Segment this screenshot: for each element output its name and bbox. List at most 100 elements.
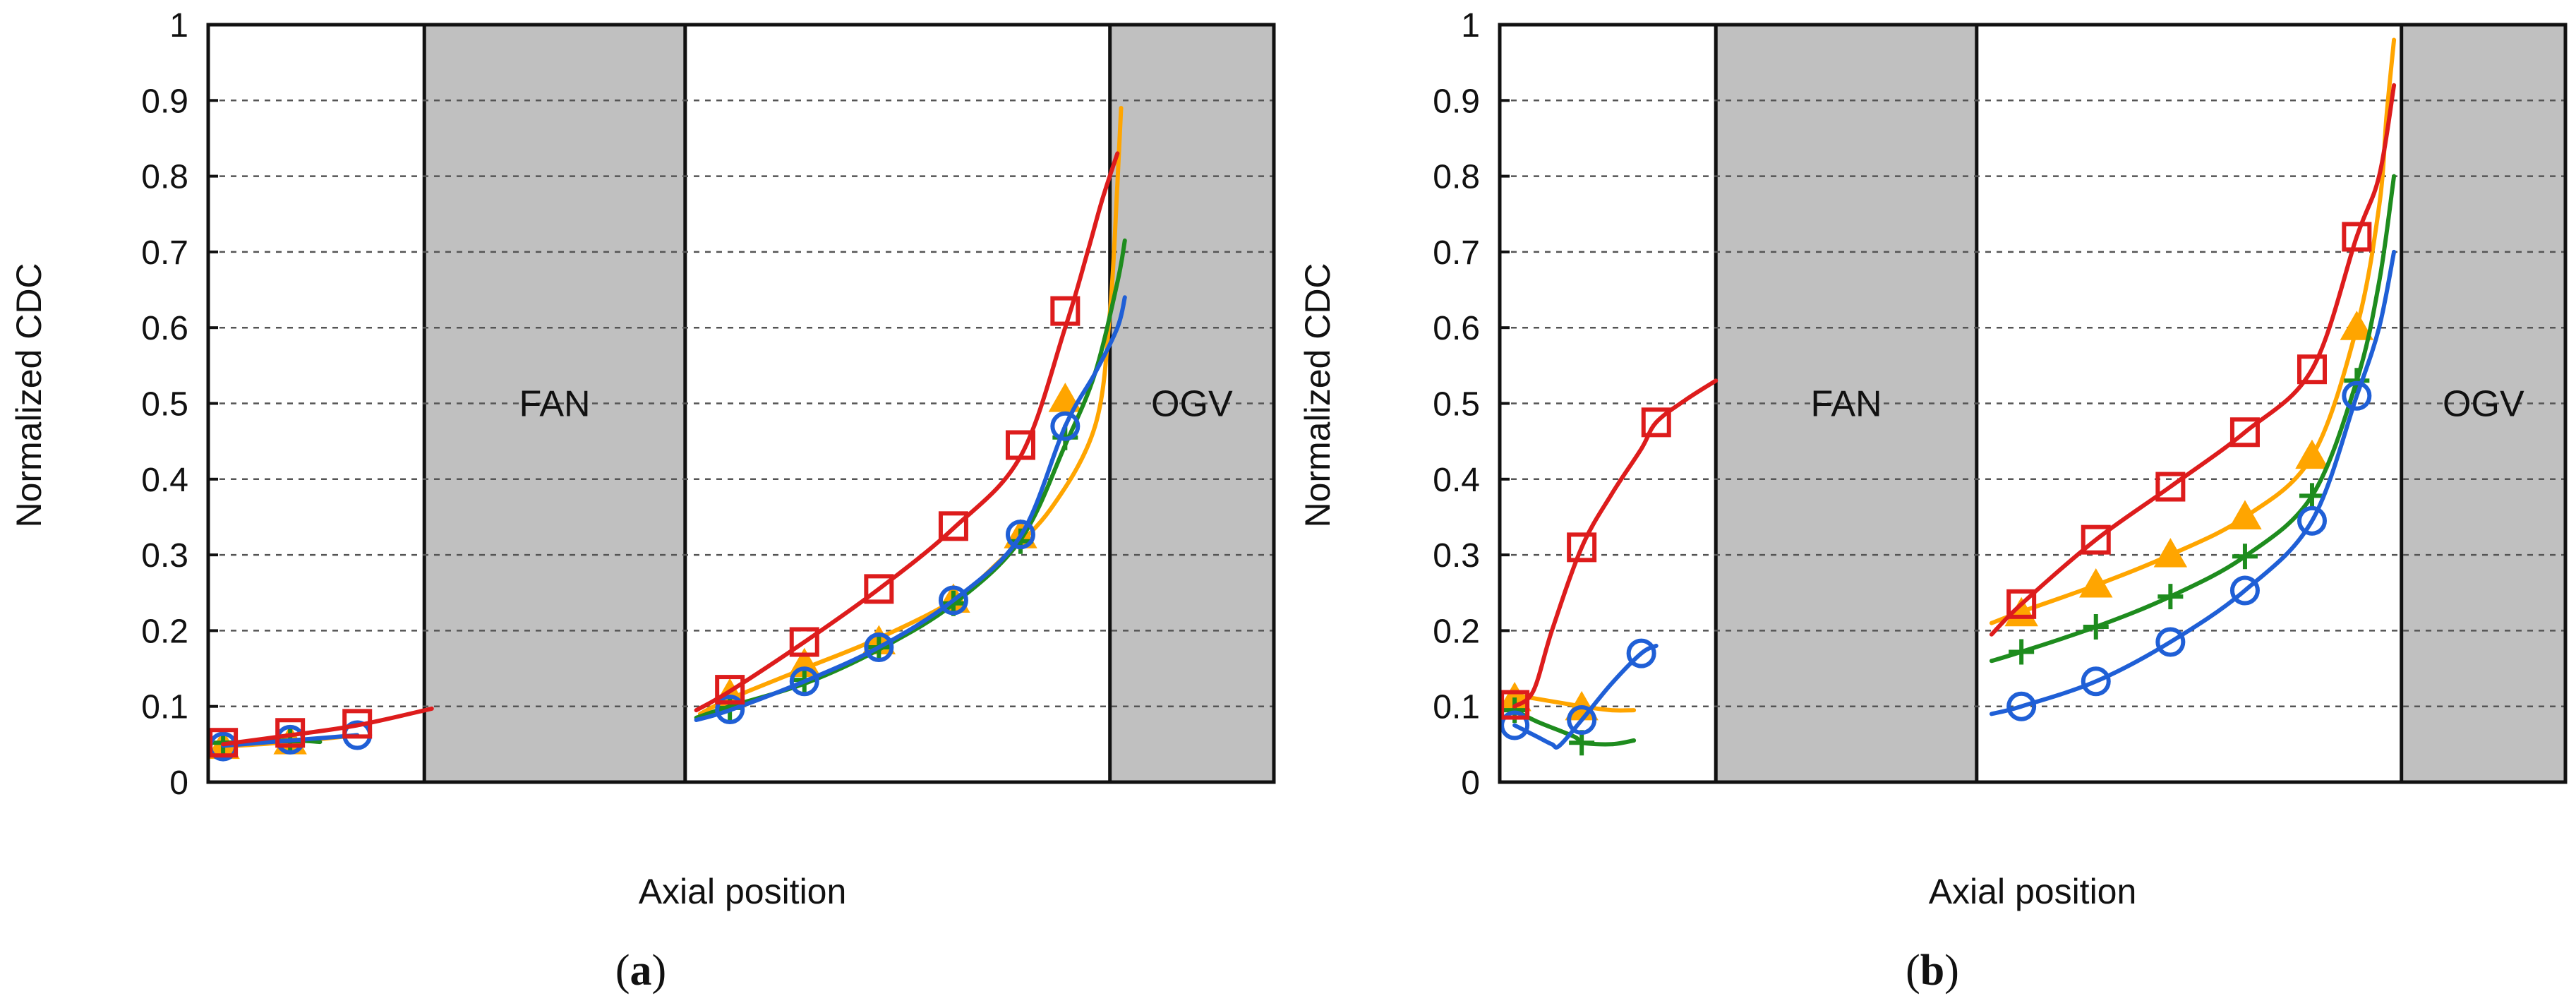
data-series — [1498, 37, 2397, 756]
data-point-circle — [1005, 520, 1035, 550]
data-point-circle — [2155, 627, 2186, 657]
series-green-plus — [1502, 174, 2397, 756]
data-point-square — [1567, 532, 1597, 563]
region-label-ogv: OGV — [1151, 384, 1233, 425]
data-point-square — [1005, 430, 1035, 460]
x-axis-label: Axial position — [1929, 872, 2137, 911]
data-point-circle — [2342, 380, 2372, 411]
data-point-circle — [789, 666, 819, 697]
data-point-square — [864, 574, 894, 604]
data-point-square — [208, 728, 239, 758]
series-line-red-square — [1512, 378, 1719, 709]
y-axis-label: Normalized CDC — [1298, 263, 1337, 527]
x-axis-label: Axial position — [639, 872, 847, 911]
y-tick-label: 0.1 — [1433, 689, 1480, 726]
series-line-blue-circle — [221, 733, 360, 748]
data-point-square — [2297, 354, 2327, 385]
data-point-circle — [1050, 411, 1081, 441]
plot-frame — [206, 23, 1276, 784]
data-point-plus — [2009, 639, 2035, 665]
data-point-square — [2081, 524, 2111, 555]
data-point-square — [938, 511, 968, 541]
data-point-square — [275, 718, 306, 748]
data-point-circle — [1626, 638, 1656, 668]
data-series — [206, 106, 1127, 762]
data-point-triangle — [2295, 439, 2329, 469]
data-point-triangle — [1048, 383, 1083, 412]
series-line-green-plus — [1512, 708, 1637, 747]
data-point-circle — [715, 694, 745, 724]
y-tick-labels: 0 0.1 0.2 0.3 0.4 0.5 0.6 0.7 0.8 0.9 1 — [1433, 7, 1480, 802]
series-line-blue-circle — [1512, 643, 1659, 750]
series-line-red-square — [694, 151, 1120, 713]
data-point-circle — [2081, 666, 2111, 697]
series-line-red-square — [221, 706, 434, 747]
data-point-circle — [1567, 705, 1597, 736]
region-label-ogv: OGV — [2443, 384, 2524, 425]
y-tick-label: 0.3 — [141, 537, 188, 575]
y-tick-label: 0.2 — [141, 613, 188, 650]
y-tick-label: 0.6 — [1433, 310, 1480, 347]
y-tick-label: 0 — [1461, 764, 1480, 802]
caption-letter: b — [1920, 947, 1944, 995]
data-point-circle — [2006, 691, 2037, 721]
y-axis-label: Normalized CDC — [9, 263, 49, 527]
data-point-circle — [2297, 505, 2327, 536]
panel-a: 0 0.1 0.2 0.3 0.4 0.5 0.6 0.7 0.8 0.9 1 FAN OGV No… — [9, 7, 1276, 995]
series-line-blue-circle — [1989, 249, 2397, 716]
y-tick-labels: 0 0.1 0.2 0.3 0.4 0.5 0.6 0.7 0.8 0.9 1 — [141, 7, 188, 802]
region-label-fan: FAN — [519, 384, 590, 425]
plot-frame — [1498, 23, 2568, 784]
series-blue-circle — [1500, 249, 2397, 750]
data-point-circle — [1500, 710, 1530, 740]
data-point-plus — [2299, 483, 2325, 509]
y-tick-label: 0.4 — [1433, 462, 1480, 499]
series-red-square — [208, 151, 1120, 758]
caption-letter: a — [630, 947, 652, 995]
y-tick-label: 0.8 — [1433, 159, 1480, 196]
data-point-square — [2006, 589, 2037, 619]
data-point-square — [2342, 222, 2372, 252]
y-tick-label: 1 — [1461, 7, 1480, 44]
data-point-plus — [2344, 368, 2370, 394]
series-line-orange-triangle — [1512, 692, 1637, 713]
region-label-fan: FAN — [1810, 384, 1882, 425]
data-point-square — [1641, 407, 1671, 438]
panel-caption: (b) — [1906, 947, 1959, 995]
data-point-plus — [2083, 614, 2109, 640]
data-point-square — [715, 675, 745, 705]
y-tick-label: 0.5 — [141, 386, 188, 424]
data-point-triangle — [2228, 500, 2262, 529]
y-tick-label: 0.6 — [141, 310, 188, 347]
series-orange-triangle — [1498, 37, 2397, 721]
data-point-square — [1500, 690, 1530, 720]
y-tick-label: 0.3 — [1433, 537, 1480, 575]
panel-b: 0 0.1 0.2 0.3 0.4 0.5 0.6 0.7 0.8 0.9 1 FAN OGV No… — [1298, 7, 2568, 995]
data-point-square — [2229, 417, 2260, 448]
y-tick-label: 0.2 — [1433, 613, 1480, 650]
panel-caption: (a) — [615, 947, 666, 995]
y-tick-label: 0.9 — [1433, 83, 1480, 120]
data-point-plus — [2157, 584, 2184, 610]
series-line-blue-circle — [694, 295, 1127, 722]
series-line-green-plus — [1989, 174, 2397, 664]
data-point-circle — [864, 632, 894, 663]
data-point-plus — [2232, 544, 2258, 570]
y-tick-label: 0.7 — [141, 234, 188, 272]
y-tick-label: 1 — [169, 7, 188, 44]
y-tick-label: 0.7 — [1433, 234, 1480, 272]
data-point-triangle — [2079, 568, 2113, 598]
y-tick-label: 0.1 — [141, 689, 188, 726]
data-point-triangle — [2340, 311, 2374, 340]
y-tick-label: 0.4 — [141, 462, 188, 499]
data-point-square — [342, 709, 373, 739]
series-line-red-square — [1989, 83, 2397, 637]
data-point-circle — [938, 585, 968, 616]
y-tick-label: 0 — [169, 764, 188, 802]
y-tick-label: 0.9 — [141, 83, 188, 120]
series-line-orange-triangle — [1989, 37, 2397, 625]
y-tick-label: 0.8 — [141, 159, 188, 196]
data-point-triangle — [2153, 538, 2188, 568]
data-point-square — [1050, 296, 1081, 326]
